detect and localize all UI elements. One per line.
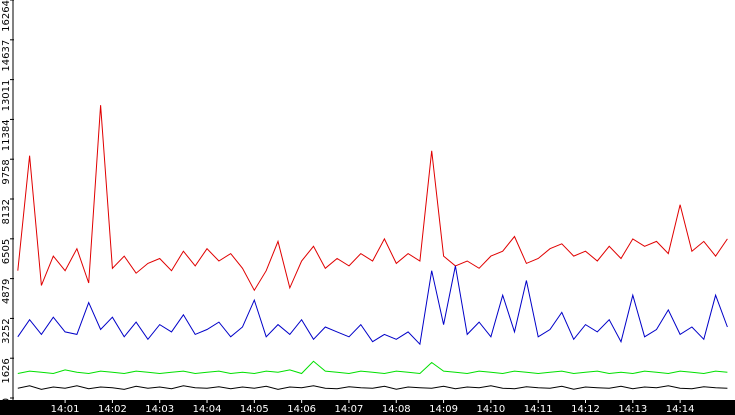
y-tick-label: 3252 [1, 318, 12, 343]
y-tick-label: 6505 [1, 239, 12, 264]
series-line [17, 360, 728, 375]
series-line [17, 265, 728, 346]
x-tick-label: 14:08 [382, 404, 411, 415]
y-tick-label: 0 [1, 398, 12, 404]
y-tick-label: 11384 [1, 119, 12, 151]
x-tick-label: 14:07 [335, 404, 364, 415]
x-tick-label: 14:11 [524, 404, 553, 415]
y-tick-label: 4879 [1, 279, 12, 304]
x-tick-label: 14:03 [145, 404, 174, 415]
y-tick-label: 13011 [1, 80, 12, 112]
x-tick-label: 14:05 [240, 404, 269, 415]
y-tick-label: 1626 [1, 358, 12, 383]
series-line [17, 385, 728, 390]
x-tick-label: 14:13 [618, 404, 647, 415]
series-line [17, 105, 728, 292]
x-tick-label: 14:12 [571, 404, 600, 415]
x-tick-label: 14:01 [51, 404, 80, 415]
x-tick-label: 14:02 [98, 404, 127, 415]
y-tick-label: 8132 [1, 199, 12, 224]
x-tick-label: 14:09 [429, 404, 458, 415]
x-tick-label: 14:14 [666, 404, 695, 415]
x-tick-label: 14:06 [287, 404, 316, 415]
x-tick-label: 14:10 [476, 404, 505, 415]
y-tick-label: 14637 [1, 40, 12, 72]
x-axis-band [0, 400, 735, 415]
x-tick-label: 14:04 [193, 404, 222, 415]
y-tick-label: 16264 [1, 0, 12, 32]
y-tick-label: 9758 [1, 159, 12, 184]
